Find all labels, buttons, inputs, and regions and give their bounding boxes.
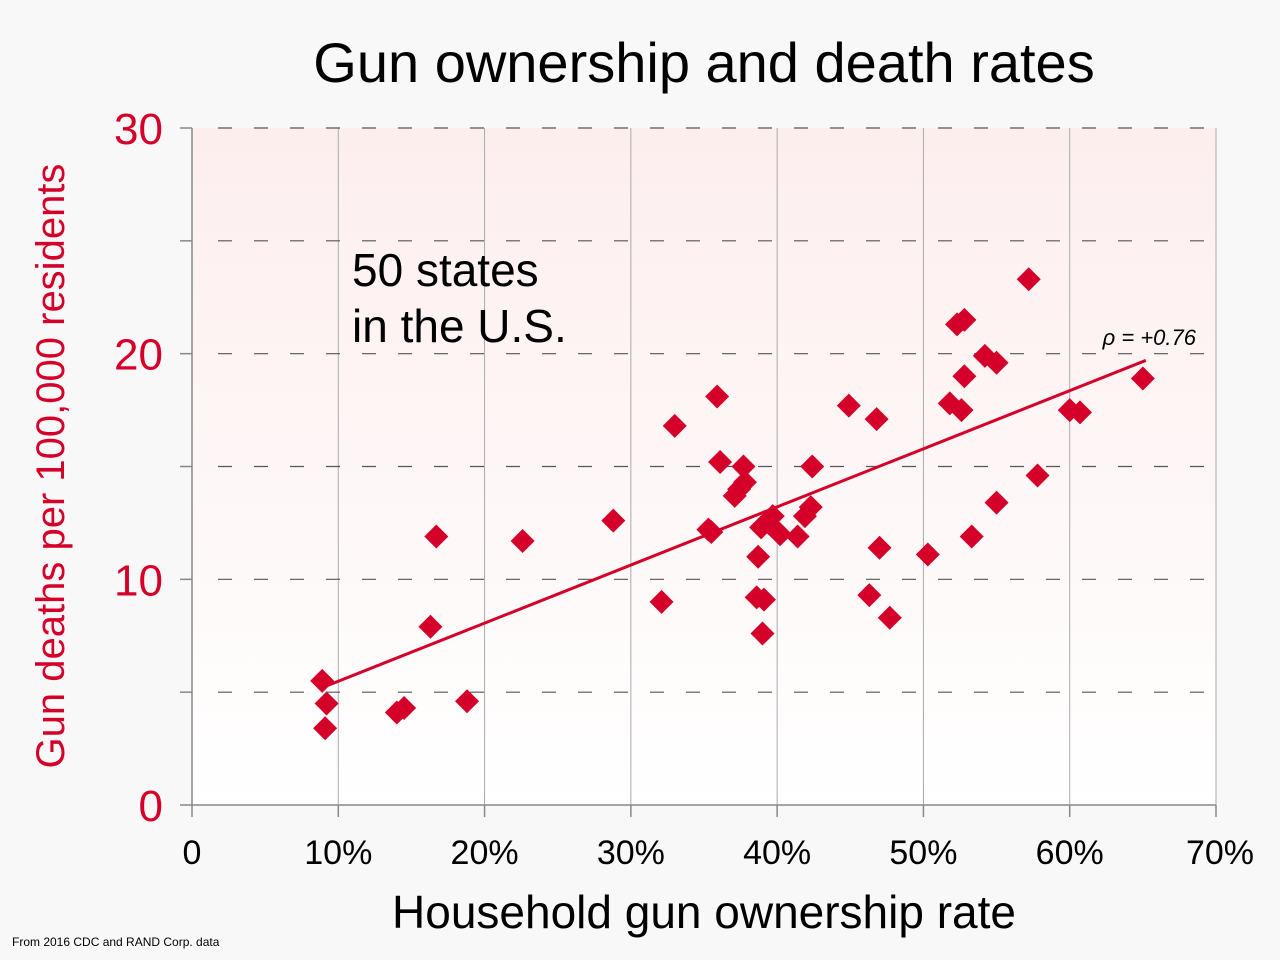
x-tick-label: 10% — [304, 834, 372, 872]
data-point — [751, 587, 776, 612]
data-point — [424, 524, 449, 549]
y-axis-label: Gun deaths per 100,000 residents — [29, 164, 73, 769]
data-point — [1016, 267, 1041, 292]
data-point — [746, 544, 771, 569]
y-tick-label: 10 — [114, 556, 163, 605]
data-point — [418, 614, 443, 639]
data-point — [952, 364, 977, 389]
data-point — [959, 524, 984, 549]
data-point — [984, 490, 1009, 515]
data-point — [662, 413, 687, 438]
data-point — [705, 384, 730, 409]
axis-layer: 0 10 20 30 0 10% 20% 30% 40% 50% 60% 70% — [114, 105, 1254, 872]
x-tick-label: 0 — [183, 834, 202, 872]
trend-line — [321, 359, 1147, 690]
data-point — [1025, 463, 1050, 488]
data-point — [798, 495, 823, 520]
annotation-line-1: 50 states — [352, 244, 539, 296]
chart-title: Gun ownership and death rates — [313, 31, 1094, 94]
data-point — [800, 454, 825, 479]
data-point — [952, 307, 977, 332]
plot-area — [192, 128, 1216, 805]
point-layer — [310, 267, 1155, 741]
data-point — [750, 621, 775, 646]
data-point — [760, 504, 785, 529]
data-point — [699, 519, 724, 544]
annotation-line-2: in the U.S. — [352, 300, 567, 352]
data-point — [877, 605, 902, 630]
data-point — [867, 535, 892, 560]
data-point — [1067, 400, 1092, 425]
data-point — [601, 508, 626, 533]
data-point — [392, 695, 417, 720]
data-point — [455, 689, 480, 714]
y-tick-label: 20 — [114, 331, 163, 380]
source-note: From 2016 CDC and RAND Corp. data — [12, 935, 220, 949]
data-point — [310, 668, 335, 693]
data-point — [768, 522, 793, 547]
x-tick-label: 70% — [1186, 834, 1254, 872]
data-point — [732, 470, 757, 495]
data-point — [836, 393, 861, 418]
y-tick-label: 0 — [139, 782, 163, 831]
x-axis-label: Household gun ownership rate — [392, 886, 1016, 938]
data-point — [313, 716, 338, 741]
x-tick-label: 60% — [1036, 834, 1104, 872]
y-tick-label: 30 — [114, 105, 163, 154]
data-point — [649, 589, 674, 614]
data-point — [984, 350, 1009, 375]
data-point — [857, 583, 882, 608]
data-point — [510, 528, 535, 553]
x-tick-label: 30% — [597, 834, 665, 872]
x-tick-label: 50% — [889, 834, 957, 872]
data-point — [785, 524, 810, 549]
correlation-label: ρ = +0.76 — [1102, 325, 1197, 350]
data-point — [864, 407, 889, 432]
data-point — [915, 542, 940, 567]
data-point — [1130, 366, 1155, 391]
trend-layer — [321, 359, 1147, 690]
data-point — [731, 454, 756, 479]
data-point — [708, 449, 733, 474]
x-tick-label: 40% — [743, 834, 811, 872]
data-point — [949, 398, 974, 423]
grid-layer — [218, 127, 1206, 805]
x-tick-label: 20% — [451, 834, 519, 872]
data-point — [314, 691, 339, 716]
